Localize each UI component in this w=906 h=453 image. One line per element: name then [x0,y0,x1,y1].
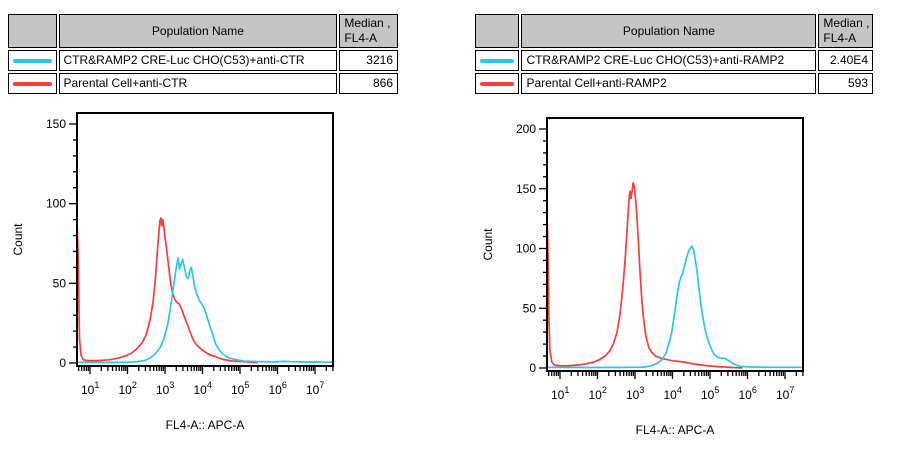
table-row: Parental Cell+anti-RAMP2 593 [475,73,873,94]
population-name-value: CTR&RAMP2 CRE-Luc CHO(C53)+anti-CTR [58,50,338,71]
x-tick-label: 107 [306,380,324,397]
median-value: 593 [818,73,873,94]
series-color-swatch [13,81,52,86]
y-axis-title: Count [481,228,495,261]
x-axis-title: FL4-A:: APC-A [166,418,245,432]
series-color-swatch [13,58,52,63]
median-header-line2: FL4-A [344,31,378,45]
population-name-header: Population Name [521,14,817,48]
histogram-anti-ramp2: 0 50 100 150 200 101 102 103 104 105 106 107 Count FL… [478,113,870,453]
series-swatch-cell [8,73,57,94]
x-tick-label: 104 [664,385,682,402]
table-header-row: Population Name Median , FL4-A [8,14,398,48]
population-name-value: Parental Cell+anti-RAMP2 [521,73,817,94]
table-header-row: Population Name Median , FL4-A [475,14,873,48]
y-tick-label: 0 [529,361,536,375]
y-tick-label: 0 [59,356,66,370]
series-curve-0 [76,217,258,364]
histogram-svg: 0 50 100 150 200 101 102 103 104 105 106 107 Count FL… [481,117,804,437]
x-tick-label: 104 [194,380,212,397]
x-tick-label: 101 [81,380,99,397]
x-tick-label: 101 [551,385,569,402]
median-value: 2.40E4 [818,50,873,71]
population-name-value: CTR&RAMP2 CRE-Luc CHO(C53)+anti-RAMP2 [521,50,817,71]
series-swatch-cell [8,50,57,71]
table-row: Parental Cell+anti-CTR 866 [8,73,398,94]
table-row: CTR&RAMP2 CRE-Luc CHO(C53)+anti-RAMP2 2.… [475,50,873,71]
y-tick-label: 200 [516,122,536,136]
x-tick-label: 105 [231,380,249,397]
table-row: CTR&RAMP2 CRE-Luc CHO(C53)+anti-CTR 3216 [8,50,398,71]
x-tick-label: 103 [626,385,644,402]
population-name-header: Population Name [58,14,338,48]
series-curve-1 [76,256,334,364]
x-tick-label: 106 [269,380,287,397]
x-tick-label: 105 [701,385,719,402]
series-color-swatch [480,58,515,63]
y-tick-label: 150 [516,182,536,196]
series-swatch-cell [475,50,520,71]
y-tick-label: 50 [53,276,67,290]
plot-frame [546,117,804,372]
x-tick-label: 107 [776,385,794,402]
plot-frame [76,112,334,367]
median-header-line1: Median , [823,16,870,30]
median-value: 3216 [339,50,398,71]
x-tick-label: 102 [119,380,137,397]
population-table-anti-ctr: Population Name Median , FL4-A CTR&RAMP2 … [6,12,400,96]
x-tick-label: 106 [739,385,757,402]
population-table-anti-ramp2: Population Name Median , FL4-A CTR&RAMP2 … [473,12,875,96]
y-tick-label: 100 [516,242,536,256]
swatch-column-header [8,14,57,48]
median-header-line1: Median , [344,16,391,30]
median-header-line2: FL4-A [823,31,857,45]
histogram-anti-ctr: 0 50 100 150 101 102 103 104 105 106 107 Count FL4-A… [8,108,400,448]
y-tick-label: 50 [523,301,537,315]
x-tick-label: 103 [156,380,174,397]
swatch-column-header [475,14,520,48]
histogram-svg: 0 50 100 150 101 102 103 104 105 106 107 Count FL4-A… [11,112,334,432]
series-curve-1 [546,245,804,369]
y-tick-label: 150 [46,117,66,131]
y-axis-title: Count [11,223,25,256]
median-value: 866 [339,73,398,94]
series-color-swatch [480,81,515,86]
series-swatch-cell [475,73,520,94]
x-tick-label: 102 [589,385,607,402]
x-axis-title: FL4-A:: APC-A [636,423,715,437]
series-curve-0 [546,181,743,369]
median-fl4a-header: Median , FL4-A [339,14,398,48]
population-name-value: Parental Cell+anti-CTR [58,73,338,94]
y-tick-label: 100 [46,197,66,211]
median-fl4a-header: Median , FL4-A [818,14,873,48]
